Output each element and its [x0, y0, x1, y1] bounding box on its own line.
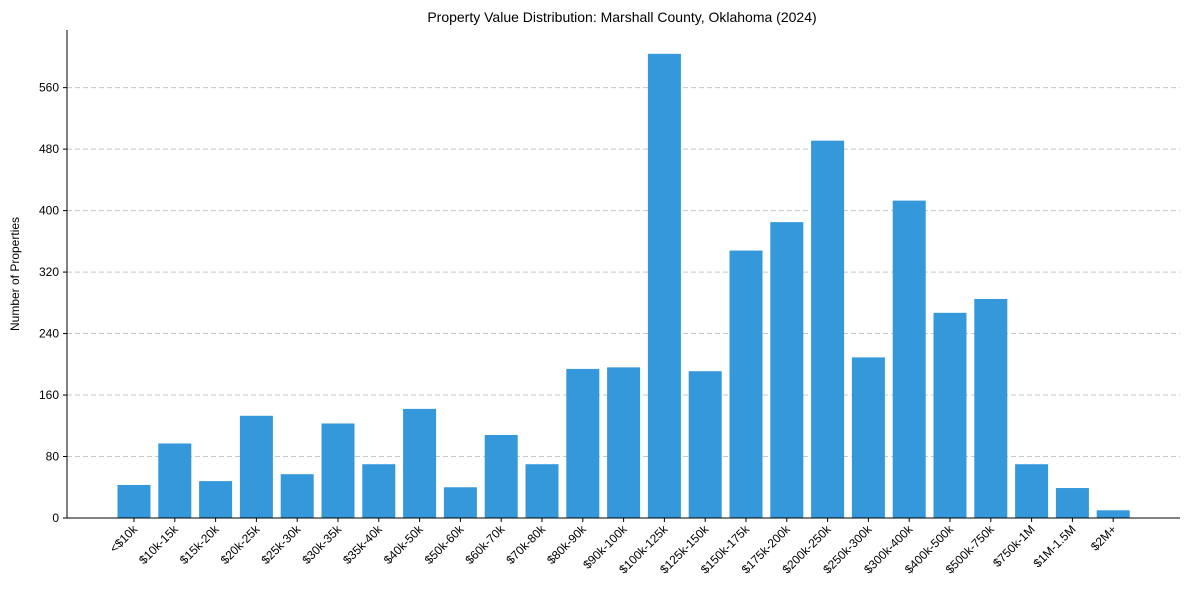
bar-4 [280, 474, 314, 518]
bar-8 [443, 487, 477, 518]
x-tick-label-5: $30k-35k [299, 522, 345, 568]
bar-13 [647, 53, 681, 519]
x-tick-label-23: $1M-1.5M [1030, 522, 1078, 570]
bar-24 [1096, 510, 1130, 518]
y-tick-label-4: 320 [39, 265, 59, 279]
bar-17 [811, 140, 845, 519]
y-tick-label-7: 560 [39, 81, 59, 95]
y-tick-label-5: 400 [39, 204, 59, 218]
bar-2 [199, 481, 233, 518]
x-ticks: <$10k$10k-15k$15k-20k$20k-25k$25k-30k$30… [107, 518, 1119, 576]
chart-title: Property Value Distribution: Marshall Co… [427, 9, 816, 25]
x-tick-label-0: <$10k [107, 522, 141, 556]
y-ticks: 0 80 160 240 320 400 480 560 [39, 81, 67, 525]
x-tick-label-6: $35k-40k [340, 522, 386, 568]
y-tick-label-0: 0 [52, 511, 59, 525]
bar-7 [403, 408, 437, 518]
y-tick-label-2: 160 [39, 388, 59, 402]
x-tick-label-10: $70k-80k [503, 522, 549, 568]
bar-10 [525, 464, 559, 518]
x-tick-label-4: $25k-30k [259, 522, 305, 568]
x-tick-label-1: $10k-15k [136, 522, 182, 568]
bar-9 [484, 435, 518, 518]
bar-23 [1055, 488, 1089, 518]
bars [117, 53, 1130, 519]
x-tick-label-2: $15k-20k [177, 522, 223, 568]
x-tick-label-22: $750k-1M [990, 522, 1038, 570]
y-tick-label-6: 480 [39, 142, 59, 156]
bar-5 [321, 423, 355, 518]
x-tick-label-9: $60k-70k [463, 522, 509, 568]
x-tick-label-24: $2M+ [1088, 522, 1119, 553]
bar-6 [362, 464, 396, 518]
bar-14 [688, 371, 722, 518]
bar-16 [770, 222, 804, 519]
bar-22 [1015, 464, 1049, 518]
bar-15 [729, 250, 763, 519]
bar-3 [239, 415, 273, 518]
y-axis-label: Number of Properties [8, 217, 22, 331]
x-tick-label-3: $20k-25k [218, 522, 264, 568]
bar-19 [892, 200, 926, 518]
bar-11 [566, 368, 600, 518]
bar-21 [974, 298, 1008, 518]
x-tick-label-8: $50k-60k [422, 522, 468, 568]
bar-12 [607, 367, 641, 518]
bar-20 [933, 312, 967, 518]
y-tick-label-3: 240 [39, 327, 59, 341]
x-tick-label-7: $40k-50k [381, 522, 427, 568]
bar-0 [117, 484, 151, 518]
y-tick-label-1: 80 [46, 450, 60, 464]
bar-1 [158, 443, 192, 518]
bar-18 [851, 357, 885, 518]
